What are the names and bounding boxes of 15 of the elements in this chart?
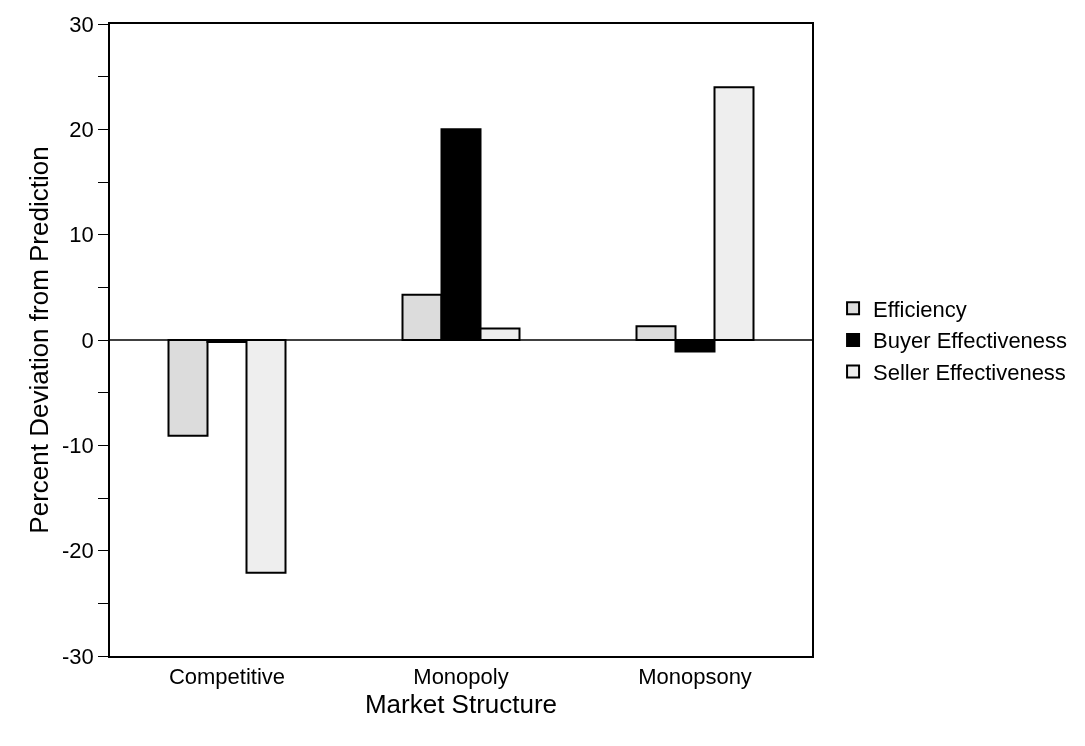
x-tick-label: Monopsony <box>638 664 752 690</box>
legend-label: Seller Effectiveness <box>873 360 1066 386</box>
y-axis-title: Percent Deviation from Prediction <box>23 146 54 534</box>
y-tick-label: 30 <box>69 11 94 37</box>
y-tick-label: 0 <box>81 327 94 353</box>
legend-label: Buyer Effectiveness <box>873 328 1068 354</box>
y-tick-label: -30 <box>62 643 94 669</box>
legend-label: Efficiency <box>873 296 967 322</box>
y-tick-label: -10 <box>62 433 94 459</box>
y-tick-label: -20 <box>62 538 94 564</box>
x-tick-label: Competitive <box>168 664 286 690</box>
x-tick-label: Monopoly <box>413 664 509 690</box>
y-tick-label: 20 <box>69 117 94 143</box>
x-axis-title: Market Structure <box>364 689 558 720</box>
y-tick-label: 10 <box>69 222 94 248</box>
